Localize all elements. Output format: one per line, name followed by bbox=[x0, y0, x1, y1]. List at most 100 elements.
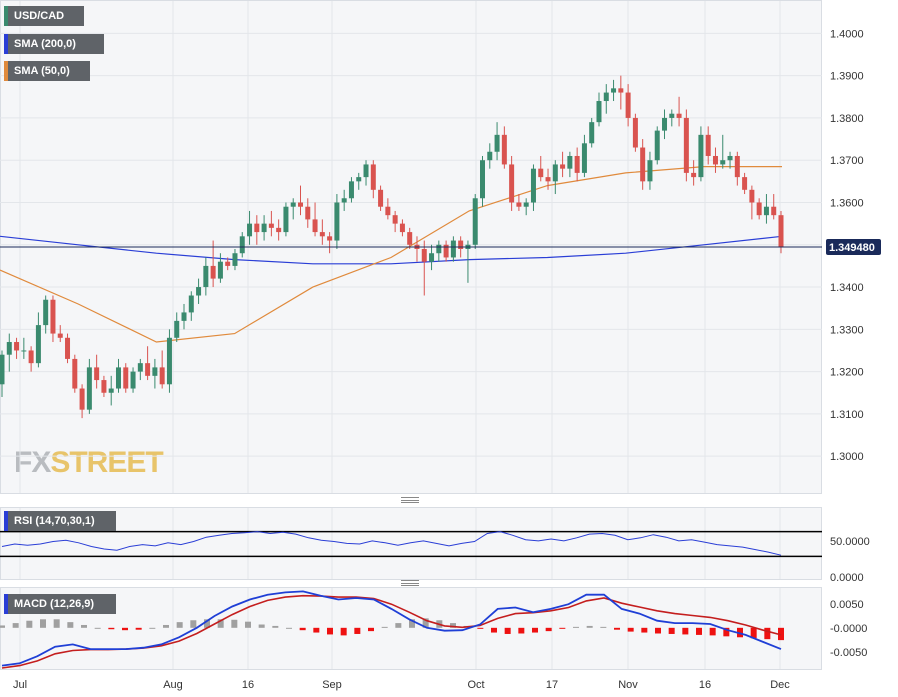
candle-body bbox=[712, 155, 718, 165]
candle-body bbox=[159, 367, 165, 385]
rsi-resize-handle[interactable] bbox=[401, 497, 419, 503]
candle-body bbox=[530, 168, 536, 203]
x-tick-label: Oct bbox=[467, 679, 484, 691]
candle-body bbox=[421, 249, 427, 262]
macd-histogram-bar bbox=[94, 627, 101, 629]
legend-macd-label: MACD (12,26,9) bbox=[14, 598, 95, 610]
x-tick-label: 16 bbox=[242, 679, 254, 691]
candle-body bbox=[43, 299, 49, 326]
macd-histogram-bar bbox=[696, 627, 702, 635]
legend-sma200[interactable]: SMA (200,0) bbox=[4, 34, 104, 54]
candle-body bbox=[101, 380, 107, 393]
candle-body bbox=[378, 189, 384, 207]
candle-body bbox=[654, 130, 660, 161]
sma50-line bbox=[0, 166, 782, 343]
candle-body bbox=[581, 143, 587, 173]
candle-body bbox=[727, 155, 733, 161]
candle-body bbox=[0, 354, 5, 385]
macd-histogram-bar bbox=[231, 619, 238, 628]
candle-body bbox=[756, 202, 762, 216]
macd-histogram-bar bbox=[422, 618, 429, 628]
macd-histogram-bar bbox=[709, 627, 716, 636]
candle-body bbox=[341, 198, 347, 203]
rsi-y-tick-label: 50.0000 bbox=[830, 536, 870, 548]
candle-body bbox=[429, 253, 435, 262]
candle-body bbox=[72, 358, 78, 389]
candle-body bbox=[494, 134, 500, 152]
price-y-tick-label: 1.4000 bbox=[830, 28, 864, 40]
macd-resize-handle[interactable] bbox=[401, 580, 419, 586]
candle-body bbox=[348, 181, 354, 199]
candle-body bbox=[334, 202, 340, 241]
candle-body bbox=[480, 160, 486, 199]
macd-histogram-bar bbox=[272, 625, 279, 628]
legend-macd[interactable]: MACD (12,26,9) bbox=[4, 594, 116, 614]
candle-body bbox=[327, 236, 333, 241]
macd-histogram-bar bbox=[627, 627, 634, 632]
candle-body bbox=[181, 312, 187, 321]
candle-body bbox=[691, 172, 697, 178]
macd-histogram-bar bbox=[81, 624, 87, 628]
candle-body bbox=[35, 325, 41, 364]
macd-histogram-bar bbox=[299, 627, 306, 631]
macd-histogram-bar bbox=[122, 627, 128, 631]
macd-histogram-bar bbox=[245, 621, 251, 628]
candle-body bbox=[276, 227, 282, 233]
macd-histogram-bar bbox=[682, 627, 689, 635]
candle-body bbox=[676, 113, 682, 118]
price-y-tick-label: 1.3600 bbox=[830, 197, 864, 209]
candle-body bbox=[640, 147, 646, 182]
price-y-tick-label: 1.3300 bbox=[830, 324, 864, 336]
rsi-panel bbox=[0, 507, 822, 580]
macd-histogram-bar bbox=[340, 627, 347, 636]
macd-histogram-bar bbox=[545, 627, 552, 632]
macd-histogram-bar bbox=[491, 627, 497, 633]
rsi-y-tick-label: 0.0000 bbox=[830, 572, 864, 584]
legend-rsi[interactable]: RSI (14,70,30,1) bbox=[4, 511, 116, 531]
macd-histogram-bar bbox=[204, 619, 210, 628]
macd-y-tick-label: -0.0000 bbox=[830, 623, 867, 635]
candle-body bbox=[749, 189, 755, 203]
x-tick-label: 17 bbox=[546, 679, 558, 691]
candle-body bbox=[683, 117, 689, 173]
macd-histogram-bar bbox=[600, 626, 607, 628]
x-tick-label: Aug bbox=[163, 679, 183, 691]
candle-body bbox=[705, 134, 711, 156]
candle-body bbox=[523, 202, 529, 207]
candle-body bbox=[545, 177, 551, 182]
macd-histogram-bar bbox=[641, 627, 648, 633]
candle-body bbox=[552, 164, 558, 182]
candle-body bbox=[603, 92, 609, 102]
candle-body bbox=[305, 206, 311, 220]
candle-body bbox=[65, 337, 71, 359]
candle-body bbox=[516, 202, 522, 207]
macd-histogram-bar bbox=[354, 627, 361, 634]
macd-histogram-bar bbox=[258, 624, 265, 628]
candle-body bbox=[203, 265, 209, 288]
candle-body bbox=[6, 342, 12, 355]
macd-histogram-bar bbox=[163, 624, 169, 628]
legend-rsi-label: RSI (14,70,30,1) bbox=[14, 515, 95, 527]
macd-histogram-bar bbox=[190, 620, 197, 628]
macd-y-tick-label: 0.0050 bbox=[830, 599, 864, 611]
candle-body bbox=[152, 367, 158, 376]
candle-body bbox=[290, 202, 296, 207]
candle-body bbox=[188, 295, 194, 313]
legend-symbol[interactable]: USD/CAD bbox=[4, 6, 84, 26]
macd-y-tick-label: -0.0050 bbox=[830, 647, 867, 659]
candle-body bbox=[501, 134, 507, 165]
candle-body bbox=[472, 198, 478, 245]
candle-body bbox=[399, 223, 405, 233]
macd-histogram-bar bbox=[108, 627, 115, 630]
candle-body bbox=[14, 342, 20, 351]
macd-histogram-bar bbox=[668, 627, 675, 634]
candle-body bbox=[771, 206, 777, 216]
candle-body bbox=[50, 299, 56, 334]
candle-body bbox=[319, 232, 325, 237]
candle-body bbox=[618, 88, 624, 93]
legend-sma50[interactable]: SMA (50,0) bbox=[4, 61, 90, 81]
candle-body bbox=[778, 215, 784, 247]
candle-body bbox=[647, 160, 653, 182]
x-tick-label: Jul bbox=[13, 679, 27, 691]
